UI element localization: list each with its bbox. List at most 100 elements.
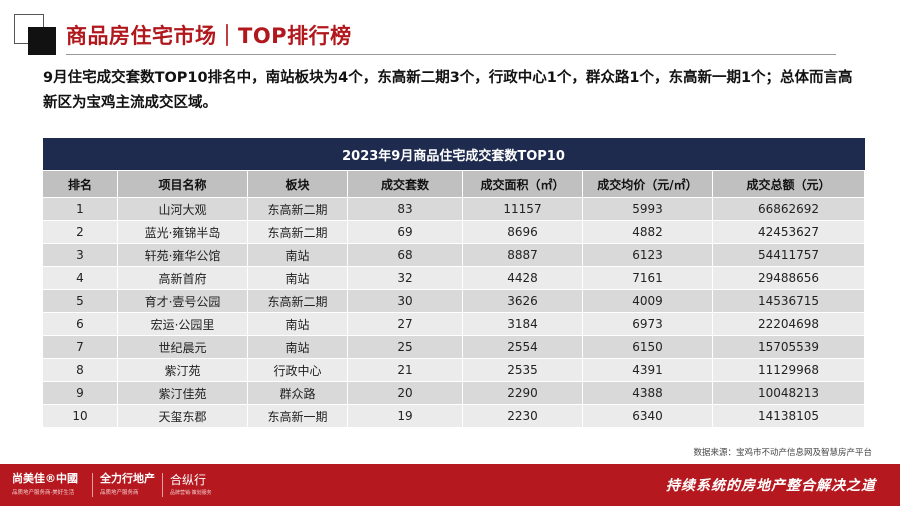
rank-cell: 6: [42, 312, 118, 336]
avg-price-cell: 6973: [582, 312, 713, 336]
avg-price-cell: 6123: [582, 243, 713, 267]
table-header-row: 排名 项目名称 板块 成交套数 成交面积（㎡） 成交均价（元/㎡） 成交总额（元）: [42, 170, 865, 198]
total-amount-cell: 54411757: [712, 243, 865, 267]
district-cell: 南站: [247, 266, 348, 290]
logo-shangmeijia: 尚美佳®中國: [12, 472, 78, 485]
project-name-cell: 紫汀佳苑: [117, 381, 248, 405]
rank-cell: 8: [42, 358, 118, 382]
district-cell: 行政中心: [247, 358, 348, 382]
total-amount-cell: 66862692: [712, 197, 865, 221]
area-cell: 2230: [462, 404, 583, 428]
logo-quanlihang: 全力行地产: [100, 472, 155, 485]
logo-hezongxing-tagline: 品牌营销·策划服务: [170, 490, 212, 496]
avg-price-cell: 4388: [582, 381, 713, 405]
project-name-cell: 山河大观: [117, 197, 248, 221]
page-title: 商品房住宅市场｜TOP排行榜: [66, 24, 352, 48]
avg-price-cell: 4391: [582, 358, 713, 382]
units-sold-cell: 25: [347, 335, 463, 359]
project-name-cell: 紫汀苑: [117, 358, 248, 382]
total-amount-cell: 29488656: [712, 266, 865, 290]
district-cell: 南站: [247, 312, 348, 336]
district-cell: 东高新二期: [247, 220, 348, 244]
area-cell: 3184: [462, 312, 583, 336]
area-cell: 3626: [462, 289, 583, 313]
table-row: 9 紫汀佳苑 群众路 20 2290 4388 10048213: [42, 381, 865, 405]
footer-divider: [92, 473, 93, 497]
logo-quanlihang-tagline: 品质地产服务商: [100, 490, 139, 496]
units-sold-cell: 68: [347, 243, 463, 267]
rank-cell: 4: [42, 266, 118, 290]
table-row: 3 轩苑·雍华公馆 南站 68 8887 6123 54411757: [42, 243, 865, 267]
column-header: 成交套数: [347, 170, 463, 198]
total-amount-cell: 42453627: [712, 220, 865, 244]
avg-price-cell: 6150: [582, 335, 713, 359]
ranking-table-container: 2023年9月商品住宅成交套数TOP10 排名 项目名称 板块 成交套数 成交面积（㎡）…: [42, 138, 865, 428]
avg-price-cell: 7161: [582, 266, 713, 290]
units-sold-cell: 19: [347, 404, 463, 428]
summary-text: 9月住宅成交套数TOP10排名中，南站板块为4个，东高新二期3个，行政中心1个，…: [43, 70, 853, 111]
column-header: 成交总额（元）: [712, 170, 865, 198]
table-row: 10 天玺东郡 东高新一期 19 2230 6340 14138105: [42, 404, 865, 428]
rank-cell: 5: [42, 289, 118, 313]
footer-slogan: 持续系统的房地产整合解决之道: [666, 478, 876, 494]
total-amount-cell: 14138105: [712, 404, 865, 428]
units-sold-cell: 30: [347, 289, 463, 313]
data-source-note: 数据来源：宝鸡市不动产信息网及智慧房产平台: [693, 448, 872, 458]
column-header: 板块: [247, 170, 348, 198]
project-name-cell: 天玺东郡: [117, 404, 248, 428]
units-sold-cell: 27: [347, 312, 463, 336]
column-header: 排名: [42, 170, 118, 198]
table-row: 4 高新首府 南站 32 4428 7161 29488656: [42, 266, 865, 290]
total-amount-cell: 22204698: [712, 312, 865, 336]
footer-divider: [162, 473, 163, 497]
title-divider: [66, 54, 836, 55]
district-cell: 南站: [247, 335, 348, 359]
area-cell: 2290: [462, 381, 583, 405]
project-name-cell: 育才·壹号公园: [117, 289, 248, 313]
area-cell: 2554: [462, 335, 583, 359]
logo-shangmeijia-tagline: 品质地产服务商·美好生活: [12, 490, 75, 496]
table-row: 6 宏运·公园里 南站 27 3184 6973 22204698: [42, 312, 865, 336]
units-sold-cell: 83: [347, 197, 463, 221]
avg-price-cell: 4882: [582, 220, 713, 244]
avg-price-cell: 6340: [582, 404, 713, 428]
footer-bar: 尚美佳®中國 品质地产服务商·美好生活 全力行地产 品质地产服务商 合纵行 品牌…: [0, 464, 900, 506]
avg-price-cell: 4009: [582, 289, 713, 313]
project-name-cell: 轩苑·雍华公馆: [117, 243, 248, 267]
total-amount-cell: 10048213: [712, 381, 865, 405]
units-sold-cell: 21: [347, 358, 463, 382]
district-cell: 东高新二期: [247, 289, 348, 313]
district-cell: 东高新一期: [247, 404, 348, 428]
district-cell: 群众路: [247, 381, 348, 405]
area-cell: 4428: [462, 266, 583, 290]
project-name-cell: 蓝光·雍锦半岛: [117, 220, 248, 244]
rank-cell: 9: [42, 381, 118, 405]
rank-cell: 7: [42, 335, 118, 359]
area-cell: 11157: [462, 197, 583, 221]
avg-price-cell: 5993: [582, 197, 713, 221]
area-cell: 8887: [462, 243, 583, 267]
rank-cell: 2: [42, 220, 118, 244]
total-amount-cell: 15705539: [712, 335, 865, 359]
district-cell: 南站: [247, 243, 348, 267]
table-row: 8 紫汀苑 行政中心 21 2535 4391 11129968: [42, 358, 865, 382]
column-header: 项目名称: [117, 170, 248, 198]
project-name-cell: 宏运·公园里: [117, 312, 248, 336]
units-sold-cell: 69: [347, 220, 463, 244]
rank-cell: 3: [42, 243, 118, 267]
logo-hezongxing: 合纵行: [170, 473, 207, 487]
corner-decoration-square: [28, 27, 56, 55]
area-cell: 2535: [462, 358, 583, 382]
total-amount-cell: 11129968: [712, 358, 865, 382]
column-header: 成交均价（元/㎡）: [582, 170, 713, 198]
area-cell: 8696: [462, 220, 583, 244]
table-row: 5 育才·壹号公园 东高新二期 30 3626 4009 14536715: [42, 289, 865, 313]
rank-cell: 1: [42, 197, 118, 221]
district-cell: 东高新二期: [247, 197, 348, 221]
table-caption: 2023年9月商品住宅成交套数TOP10: [42, 138, 865, 171]
table-row: 1 山河大观 东高新二期 83 11157 5993 66862692: [42, 197, 865, 221]
table-row: 7 世纪晨元 南站 25 2554 6150 15705539: [42, 335, 865, 359]
units-sold-cell: 20: [347, 381, 463, 405]
table-row: 2 蓝光·雍锦半岛 东高新二期 69 8696 4882 42453627: [42, 220, 865, 244]
rank-cell: 10: [42, 404, 118, 428]
